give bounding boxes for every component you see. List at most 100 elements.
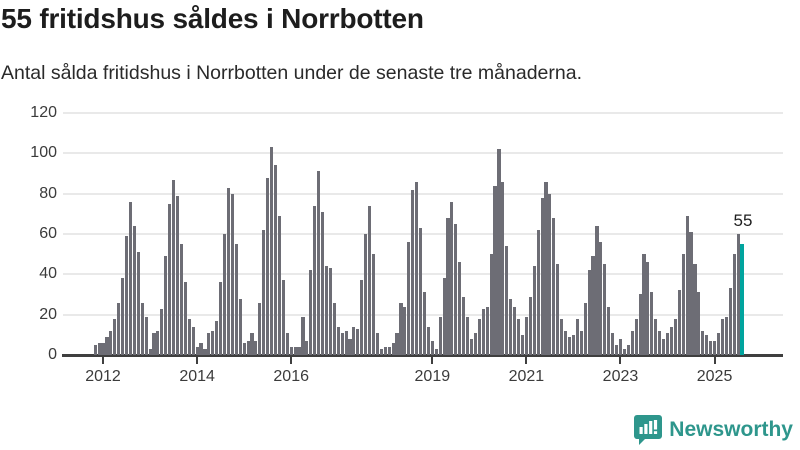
x-axis-tick-label: 2016 [273, 368, 309, 385]
x-axis-tick [619, 356, 622, 364]
bar [458, 262, 462, 355]
newsworthy-logo-text: Newsworthy [669, 418, 793, 441]
bar [434, 348, 438, 355]
bar [658, 330, 662, 355]
bar [579, 330, 583, 355]
highlight-value-label: 55 [733, 211, 753, 230]
bar [238, 298, 242, 355]
gridline [63, 232, 783, 235]
bar [356, 328, 360, 355]
x-axis-tick-label: 2014 [179, 368, 215, 385]
bar [254, 340, 258, 355]
bar [477, 318, 481, 355]
bar [681, 254, 685, 355]
bar [297, 346, 301, 355]
bar [309, 270, 313, 355]
bar [654, 318, 658, 355]
bar [132, 225, 136, 355]
bar [732, 254, 736, 355]
y-axis-tick-label: 40 [39, 265, 57, 283]
bar [368, 205, 372, 355]
bar [230, 193, 234, 355]
bar [638, 294, 642, 355]
bar [548, 193, 552, 355]
bar [611, 332, 615, 355]
bar [313, 205, 317, 355]
x-axis-tick-label: 2021 [508, 368, 545, 385]
bar [587, 270, 591, 355]
bar [148, 348, 152, 355]
bar [273, 165, 278, 355]
bar [489, 254, 493, 355]
bar [419, 227, 423, 355]
bar [364, 233, 368, 355]
bar [375, 332, 379, 355]
bar [407, 242, 411, 355]
bar [336, 326, 340, 355]
bar [481, 308, 485, 355]
bar [117, 302, 121, 355]
bar [168, 203, 172, 355]
x-axis-tick-label: 2023 [602, 368, 639, 385]
bar [199, 342, 203, 355]
bar [97, 342, 101, 355]
page-title: 55 fritidshus såldes i Norrbotten [1, 3, 424, 34]
bar [121, 278, 125, 355]
bar [630, 330, 634, 355]
bar [191, 326, 195, 355]
bar [469, 338, 474, 355]
bar [203, 348, 207, 355]
bar [517, 318, 521, 355]
bar [399, 302, 403, 355]
bar [603, 264, 607, 355]
bar [505, 246, 509, 355]
bar [422, 292, 427, 355]
bar [493, 185, 497, 355]
bar [246, 340, 250, 355]
bar [293, 346, 297, 355]
bar [513, 306, 517, 355]
bar [328, 268, 332, 355]
bar [607, 306, 611, 355]
bar [509, 298, 513, 355]
bar [701, 330, 705, 355]
bar [160, 308, 164, 355]
y-axis-tick-label: 0 [48, 346, 57, 363]
bar [352, 326, 356, 355]
bar [662, 338, 666, 355]
bar [281, 280, 285, 355]
x-axis-tick [102, 356, 105, 364]
bar [348, 338, 352, 355]
bar [430, 340, 434, 355]
bar [713, 340, 717, 355]
x-axis-tick [290, 356, 293, 364]
bar [285, 332, 289, 355]
bar [223, 233, 227, 355]
bar [685, 215, 689, 355]
bar [466, 316, 470, 355]
y-axis-tick-label: 100 [30, 144, 57, 162]
bar [462, 296, 466, 355]
bar [211, 330, 215, 355]
bar [387, 346, 391, 355]
bar [258, 302, 262, 355]
bar [242, 342, 246, 355]
bar [156, 330, 160, 355]
bar [705, 334, 709, 355]
bar [450, 201, 454, 355]
bar [677, 290, 681, 355]
bar [642, 254, 646, 355]
bar [697, 292, 701, 355]
bar [415, 181, 419, 355]
bar [128, 201, 133, 355]
highlight-bar [740, 244, 744, 355]
bar [250, 332, 254, 355]
bar [665, 332, 670, 355]
bar [497, 149, 501, 355]
bar [411, 189, 415, 355]
bar [195, 346, 199, 355]
bar [301, 316, 305, 355]
bar [716, 332, 721, 355]
bar [391, 342, 395, 355]
bar [528, 296, 532, 355]
